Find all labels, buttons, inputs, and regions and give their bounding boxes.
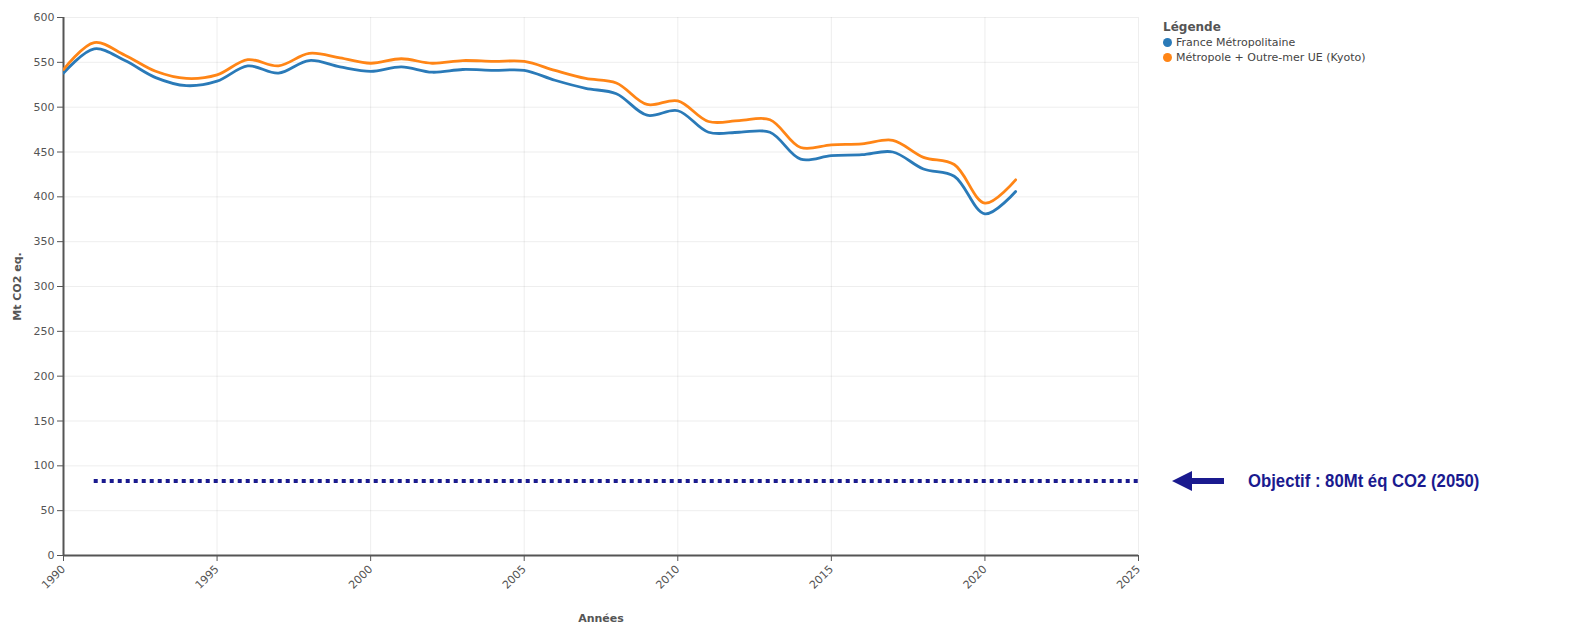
svg-text:500: 500 [34,101,55,114]
svg-text:250: 250 [34,325,55,338]
svg-text:550: 550 [34,56,55,69]
svg-text:350: 350 [34,235,55,248]
svg-text:2000: 2000 [346,563,375,592]
svg-text:2025: 2025 [1114,563,1143,592]
svg-text:200: 200 [34,370,55,383]
html-text:Légende: Légende [1163,20,1221,34]
svg-text:150: 150 [34,415,55,428]
svg-text:300: 300 [34,280,55,293]
svg-text:1995: 1995 [193,563,222,592]
svg-text:Années: Années [578,612,624,624]
svg-text:2010: 2010 [653,563,682,592]
svg-text:0: 0 [48,549,55,562]
svg-text:2005: 2005 [500,563,529,592]
svg-text:2020: 2020 [961,563,990,592]
svg-text:50: 50 [41,504,55,517]
svg-text:400: 400 [34,190,55,203]
html-text:Objectif : 80Mt éq CO2 (2050): Objectif : 80Mt éq CO2 (2050) [1248,469,1480,491]
svg-text:100: 100 [34,459,55,472]
svg-text:1990: 1990 [39,563,68,592]
svg-text:2015: 2015 [807,563,836,592]
svg-text:600: 600 [34,11,55,24]
html-text:France Métropolitaine: France Métropolitaine [1176,36,1296,49]
svg-text:Mt CO2 eq.: Mt CO2 eq. [11,252,24,320]
html-text:Métropole + Outre-mer UE (Kyot: Métropole + Outre-mer UE (Kyoto) [1176,51,1366,64]
svg-text:450: 450 [34,146,55,159]
